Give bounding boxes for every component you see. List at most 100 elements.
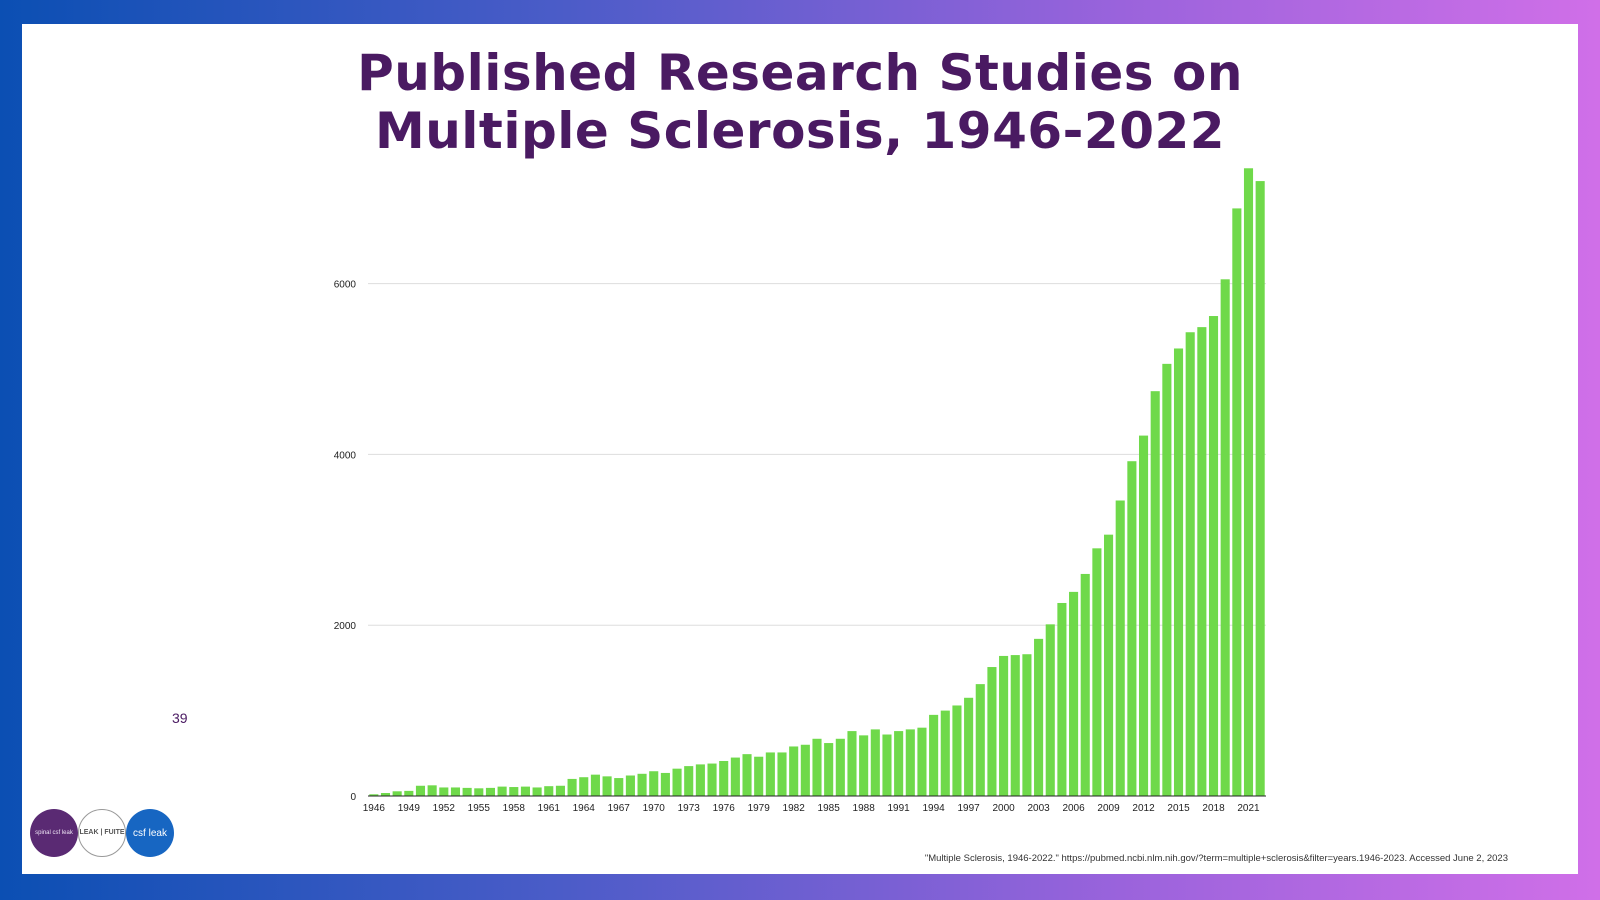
bar-1961 — [544, 786, 554, 796]
bar-1987 — [847, 731, 857, 796]
bar-2005 — [1057, 602, 1067, 796]
bar-2001 — [1010, 655, 1020, 796]
bar-1990 — [882, 734, 892, 796]
bar-1962 — [555, 785, 565, 796]
bar-1963 — [567, 778, 577, 796]
bar-1977 — [730, 757, 740, 796]
x-tick-label: 1964 — [573, 803, 596, 814]
bar-1995 — [940, 710, 950, 796]
bar-2011 — [1127, 461, 1137, 796]
bar-2009 — [1104, 534, 1114, 796]
bar-1950 — [415, 785, 426, 796]
bar-1993 — [917, 727, 927, 796]
title-line-2: Multiple Sclerosis, 1946-2022 — [374, 102, 1226, 160]
bar-2019 — [1220, 279, 1230, 796]
bar-1949 — [404, 790, 414, 796]
bar-2016 — [1185, 332, 1195, 796]
x-tick-label: 2000 — [992, 803, 1015, 814]
x-tick-label: 2018 — [1202, 803, 1225, 814]
x-tick-label: 1973 — [678, 803, 701, 814]
bar-2017 — [1197, 327, 1207, 796]
bar-1959 — [520, 786, 530, 796]
x-tick-label: 2009 — [1097, 803, 1120, 814]
bar-1985 — [824, 743, 834, 796]
bar-1951 — [427, 785, 437, 796]
bar-1958 — [509, 787, 519, 796]
bar-1953 — [450, 787, 461, 796]
bar-1979 — [754, 756, 764, 796]
bar-1994 — [929, 714, 939, 796]
bar-1974 — [695, 764, 705, 796]
bar-1969 — [637, 773, 647, 796]
bar-1982 — [789, 746, 799, 796]
x-tick-label: 1976 — [713, 803, 736, 814]
bar-1947 — [380, 793, 391, 796]
bar-2002 — [1022, 654, 1032, 796]
x-tick-label: 1967 — [608, 803, 631, 814]
bar-1960 — [532, 787, 542, 796]
slide: Published Research Studies on Multiple S… — [22, 24, 1578, 874]
x-tick-label: 1982 — [783, 803, 806, 814]
bar-1992 — [905, 729, 915, 796]
logo1-text: spinal csf leak — [35, 829, 73, 836]
x-tick-label: 1952 — [433, 803, 456, 814]
bar-2014 — [1162, 363, 1172, 796]
x-tick-label: 1979 — [748, 803, 771, 814]
bar-2010 — [1115, 500, 1125, 796]
x-tick-label: 1970 — [643, 803, 666, 814]
bar-1997 — [964, 697, 974, 796]
bar-2021 — [1243, 168, 1254, 796]
csf-leak-logo: csf leak — [126, 809, 174, 857]
bar-1983 — [800, 744, 810, 796]
x-tick-label: 1955 — [468, 803, 491, 814]
x-tick-label: 1958 — [503, 803, 526, 814]
y-tick-label: 2000 — [334, 621, 357, 632]
x-tick-label: 1988 — [853, 803, 876, 814]
bar-1952 — [439, 787, 449, 796]
logo3-text: csf leak — [133, 827, 167, 839]
bar-1955 — [474, 788, 484, 796]
bar-1986 — [835, 738, 845, 796]
x-tick-label: 1961 — [538, 803, 561, 814]
x-tick-label: 2003 — [1027, 803, 1050, 814]
bar-1989 — [870, 729, 880, 796]
bar-2003 — [1034, 638, 1044, 796]
leak-fuite-logo: LEAK | FUITE — [78, 809, 126, 857]
bar-2008 — [1092, 548, 1102, 796]
bar-1975 — [707, 763, 717, 796]
bar-1988 — [859, 735, 869, 796]
bar-1972 — [672, 768, 682, 796]
bar-1957 — [497, 786, 507, 796]
x-tick-label: 1991 — [888, 803, 911, 814]
y-tick-label: 0 — [350, 792, 356, 803]
x-tick-label: 2015 — [1167, 803, 1190, 814]
x-tick-label: 1985 — [818, 803, 841, 814]
bar-1981 — [777, 752, 787, 796]
page-number: 39 — [172, 710, 188, 726]
bar-2006 — [1069, 591, 1079, 796]
bar-1971 — [660, 772, 670, 796]
title-line-1: Published Research Studies on — [357, 44, 1243, 102]
y-tick-label: 4000 — [334, 450, 357, 461]
bar-chart: 0 2000 4000 6000 1946 1949 1952 1955 1958 1961 196… — [334, 168, 1266, 814]
bar-1956 — [485, 787, 496, 796]
x-tick-label: 1994 — [922, 803, 945, 814]
x-tick-label: 2021 — [1237, 803, 1260, 814]
bar-1946 — [369, 794, 379, 796]
bar-1973 — [684, 766, 694, 796]
bar-2022 — [1255, 181, 1265, 797]
chart-title: Published Research Studies on Multiple S… — [22, 44, 1578, 160]
bar-2013 — [1150, 391, 1160, 796]
bar-1948 — [392, 791, 402, 796]
bar-1965 — [590, 774, 600, 796]
bar-1999 — [987, 667, 997, 796]
x-tick-label: 2012 — [1132, 803, 1155, 814]
bar-2012 — [1138, 435, 1149, 796]
bar-2000 — [999, 655, 1009, 796]
bar-1998 — [975, 684, 985, 796]
bar-1996 — [952, 705, 962, 796]
x-tick-label: 2006 — [1062, 803, 1085, 814]
x-tick-label: 1949 — [398, 803, 421, 814]
logo2-text: LEAK | FUITE — [79, 829, 125, 836]
source-citation: "Multiple Sclerosis, 1946-2022." https:/… — [924, 853, 1508, 864]
